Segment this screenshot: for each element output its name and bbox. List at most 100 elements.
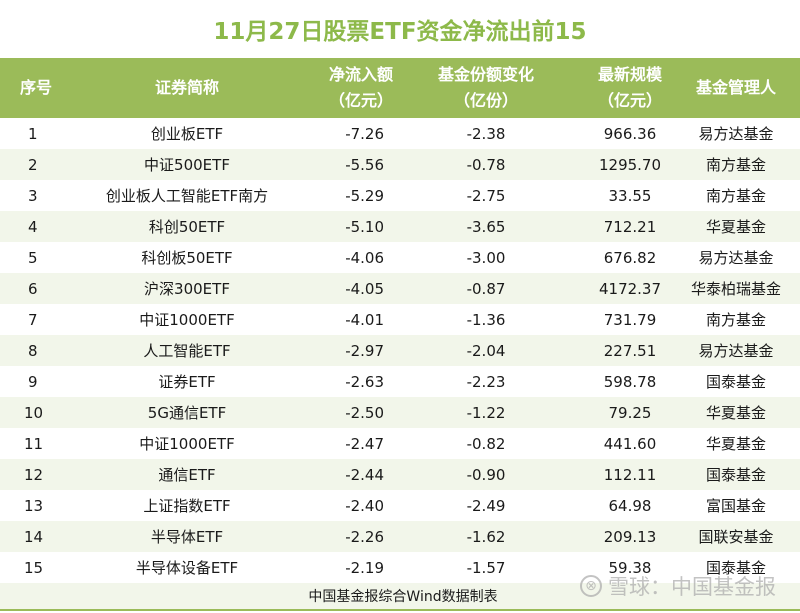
cell-name: 中证1000ETF bbox=[139, 311, 235, 329]
header-share-change-unit: （亿份） bbox=[453, 91, 518, 110]
table-row: 6 沪深300ETF -4.05 -0.87 4172.37 华泰柏瑞基金 bbox=[0, 273, 800, 304]
cell-index: 5 bbox=[28, 248, 38, 267]
table-row: 15 半导体设备ETF -2.19 -1.57 59.38 国泰基金 bbox=[0, 552, 800, 583]
cell-aum: 33.55 bbox=[608, 186, 652, 205]
header-aum: 最新规模 （亿元） bbox=[560, 58, 700, 118]
cell-manager: 南方基金 bbox=[705, 156, 766, 174]
cell-share-change: -2.04 bbox=[466, 341, 506, 360]
cell-name: 科创板50ETF bbox=[141, 249, 233, 267]
cell-aum: 112.11 bbox=[603, 465, 657, 484]
cell-index: 14 bbox=[24, 527, 44, 546]
cell-name: 通信ETF bbox=[158, 466, 216, 484]
cell-aum: 4172.37 bbox=[598, 279, 662, 298]
table-row: 13 上证指数ETF -2.40 -2.49 64.98 富国基金 bbox=[0, 490, 800, 521]
cell-manager: 南方基金 bbox=[705, 311, 766, 329]
cell-aum: 712.21 bbox=[603, 217, 657, 236]
cell-share-change: -2.23 bbox=[466, 372, 506, 391]
cell-share-change: -2.38 bbox=[466, 124, 506, 143]
cell-name: 人工智能ETF bbox=[143, 342, 231, 360]
header-net-inflow: 净流入额 （亿元） bbox=[302, 58, 420, 118]
cell-manager: 易方达基金 bbox=[698, 125, 774, 143]
cell-net-inflow: -2.97 bbox=[345, 341, 384, 360]
cell-aum: 1295.70 bbox=[598, 155, 662, 174]
cell-aum: 441.60 bbox=[603, 434, 657, 453]
cell-net-inflow: -2.63 bbox=[345, 372, 384, 391]
cell-net-inflow: -2.50 bbox=[345, 403, 384, 422]
cell-index: 13 bbox=[24, 496, 44, 515]
cell-aum: 209.13 bbox=[603, 527, 657, 546]
table-row: 2 中证500ETF -5.56 -0.78 1295.70 南方基金 bbox=[0, 149, 800, 180]
cell-name: 半导体设备ETF bbox=[135, 559, 239, 577]
cell-manager: 南方基金 bbox=[705, 187, 766, 205]
cell-share-change: -1.22 bbox=[466, 403, 506, 422]
header-name-label: 证券简称 bbox=[154, 78, 219, 97]
header-net-inflow-unit: （亿元） bbox=[328, 91, 393, 110]
cell-share-change: -0.78 bbox=[466, 155, 506, 174]
table-row: 10 5G通信ETF -2.50 -1.22 79.25 华夏基金 bbox=[0, 397, 800, 428]
cell-net-inflow: -2.40 bbox=[345, 496, 384, 515]
table-header: 序号 证券简称 净流入额 （亿元） 基金份额变化 （亿份） 最新规模 （亿元） … bbox=[0, 58, 800, 118]
header-net-inflow-label: 净流入额 bbox=[328, 65, 393, 84]
table-row: 7 中证1000ETF -4.01 -1.36 731.79 南方基金 bbox=[0, 304, 800, 335]
table-row: 5 科创板50ETF -4.06 -3.00 676.82 易方达基金 bbox=[0, 242, 800, 273]
cell-index: 1 bbox=[28, 124, 38, 143]
cell-manager: 易方达基金 bbox=[698, 249, 774, 267]
cell-name: 沪深300ETF bbox=[144, 280, 230, 298]
header-manager-label: 基金管理人 bbox=[695, 78, 776, 97]
cell-manager: 华夏基金 bbox=[705, 404, 766, 422]
table-footer: 中国基金报综合Wind数据制表 bbox=[0, 583, 800, 611]
cell-aum: 64.98 bbox=[608, 496, 652, 515]
cell-net-inflow: -4.05 bbox=[345, 279, 384, 298]
table-row: 1 创业板ETF -7.26 -2.38 966.36 易方达基金 bbox=[0, 118, 800, 149]
cell-name: 中证500ETF bbox=[144, 156, 230, 174]
cell-net-inflow: -5.29 bbox=[345, 186, 384, 205]
header-aum-unit: （亿元） bbox=[597, 91, 662, 110]
cell-net-inflow: -4.01 bbox=[345, 310, 384, 329]
cell-index: 7 bbox=[28, 310, 38, 329]
header-index: 序号 bbox=[0, 58, 72, 118]
cell-index: 2 bbox=[28, 155, 38, 174]
cell-manager: 国泰基金 bbox=[705, 466, 766, 484]
header-manager: 基金管理人 bbox=[672, 58, 800, 118]
cell-net-inflow: -2.26 bbox=[345, 527, 384, 546]
cell-share-change: -2.75 bbox=[466, 186, 506, 205]
table-row: 8 人工智能ETF -2.97 -2.04 227.51 易方达基金 bbox=[0, 335, 800, 366]
cell-index: 6 bbox=[28, 279, 38, 298]
cell-index: 12 bbox=[24, 465, 44, 484]
table-row: 9 证券ETF -2.63 -2.23 598.78 国泰基金 bbox=[0, 366, 800, 397]
cell-index: 15 bbox=[24, 558, 44, 577]
cell-share-change: -2.49 bbox=[466, 496, 506, 515]
cell-name: 证券ETF bbox=[158, 373, 216, 391]
cell-index: 8 bbox=[28, 341, 38, 360]
cell-index: 9 bbox=[28, 372, 38, 391]
cell-net-inflow: -7.26 bbox=[345, 124, 384, 143]
cell-net-inflow: -2.44 bbox=[345, 465, 384, 484]
cell-share-change: -1.57 bbox=[466, 558, 506, 577]
cell-manager: 国泰基金 bbox=[705, 373, 766, 391]
cell-net-inflow: -2.19 bbox=[345, 558, 384, 577]
header-aum-label: 最新规模 bbox=[597, 65, 662, 84]
cell-share-change: -0.87 bbox=[466, 279, 506, 298]
cell-aum: 966.36 bbox=[603, 124, 657, 143]
table-row: 11 中证1000ETF -2.47 -0.82 441.60 华夏基金 bbox=[0, 428, 800, 459]
cell-index: 3 bbox=[28, 186, 38, 205]
cell-net-inflow: -5.10 bbox=[345, 217, 384, 236]
cell-manager: 易方达基金 bbox=[698, 342, 774, 360]
cell-net-inflow: -4.06 bbox=[345, 248, 384, 267]
cell-net-inflow: -5.56 bbox=[345, 155, 384, 174]
cell-net-inflow: -2.47 bbox=[345, 434, 384, 453]
cell-share-change: -1.36 bbox=[466, 310, 506, 329]
cell-share-change: -0.82 bbox=[466, 434, 506, 453]
cell-aum: 598.78 bbox=[603, 372, 657, 391]
header-share-change-label: 基金份额变化 bbox=[437, 65, 534, 84]
cell-manager: 富国基金 bbox=[705, 497, 766, 515]
cell-name: 创业板ETF bbox=[150, 125, 224, 143]
cell-name: 科创50ETF bbox=[148, 218, 226, 236]
cell-aum: 227.51 bbox=[603, 341, 657, 360]
cell-manager: 国联安基金 bbox=[698, 528, 774, 546]
cell-name: 中证1000ETF bbox=[139, 435, 235, 453]
table-title: 11月27日股票ETF资金净流出前15 bbox=[213, 19, 587, 45]
table-row: 12 通信ETF -2.44 -0.90 112.11 国泰基金 bbox=[0, 459, 800, 490]
cell-manager: 华夏基金 bbox=[705, 435, 766, 453]
